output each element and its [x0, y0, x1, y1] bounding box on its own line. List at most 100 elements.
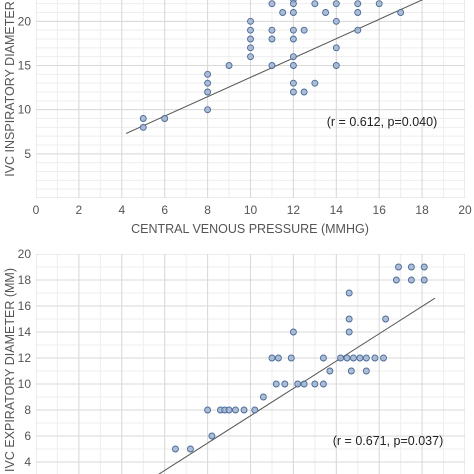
y-tick-label: 15 [18, 59, 32, 73]
scatter-point [382, 315, 390, 323]
y-tick-label: 10 [18, 377, 32, 391]
scatter-point [204, 79, 212, 87]
y-tick-label: 5 [24, 147, 31, 161]
scatter-point [319, 354, 327, 362]
scatter-point [289, 53, 297, 61]
scatter-point [397, 9, 405, 16]
scatter-point [395, 263, 402, 271]
correlation-annotation-expiratory: (r = 0.671, p=0.037) [333, 434, 444, 448]
scatter-point [272, 380, 280, 388]
scatter-point [281, 380, 289, 388]
scatter-point [332, 17, 340, 25]
scatter-point [251, 406, 259, 414]
scatter-point [311, 79, 319, 87]
scatter-point [225, 406, 233, 414]
y-tick-label: 6 [24, 429, 31, 443]
scatter-point [259, 393, 267, 401]
scatter-point [247, 44, 254, 52]
scatter-point [139, 123, 147, 131]
scatter-point [300, 88, 308, 96]
scatter-point [362, 367, 370, 375]
scatter-point [289, 328, 297, 336]
y-tick-label: 16 [18, 299, 32, 313]
y-tick-label: 10 [18, 103, 32, 117]
x-tick-label: 2 [76, 203, 83, 217]
scatter-point [232, 406, 239, 414]
plot-area [36, 254, 465, 474]
x-tick-label: 20 [458, 203, 472, 217]
scatter-point [371, 354, 379, 362]
scatter-point [247, 35, 254, 43]
y-tick-label: 20 [18, 247, 32, 261]
trend-line [125, 0, 424, 134]
y-tick-label: 20 [18, 14, 32, 28]
scatter-point [289, 9, 297, 16]
scatter-point [345, 289, 353, 297]
y-tick-label: 8 [24, 403, 31, 417]
scatter-point [380, 354, 387, 362]
scatter-point [289, 35, 297, 43]
scatter-point [287, 354, 295, 362]
scatter-point [311, 380, 319, 388]
y-axis-label-inspiratory: IVC INSPIRATORY DIAMETER [3, 1, 17, 177]
scatter-point [268, 35, 276, 43]
scatter-point [332, 44, 340, 52]
scatter-point [289, 88, 297, 96]
x-tick-label: 8 [204, 203, 211, 217]
x-tick-label: 18 [415, 203, 429, 217]
scatter-point [354, 0, 362, 8]
scatter-point [345, 315, 353, 323]
scatter-point [420, 263, 428, 271]
scatter-point [268, 354, 276, 362]
scatter-point [343, 354, 351, 362]
scatter-point [362, 354, 370, 362]
scatter-point [407, 263, 415, 271]
scatter-point [392, 276, 400, 284]
scatter-point [354, 26, 362, 34]
scatter-point [420, 276, 428, 284]
scatter-point [204, 106, 212, 114]
scatter-point [204, 70, 212, 78]
scatter-point [247, 53, 254, 61]
x-tick-label: 0 [33, 203, 40, 217]
chart-inspiratory: 5 10 15 20 0 2 4 6 8 10 12 14 16 18 20 [18, 0, 472, 217]
scatter-point [300, 380, 308, 388]
y-tick-label: 4 [24, 455, 31, 469]
scatter-point [240, 406, 248, 414]
scatter-point [294, 380, 302, 388]
x-axis-label-cvp: CENTRAL VENOUS PRESSURE (MMHG) [131, 222, 369, 236]
scatter-point [311, 0, 319, 8]
scatter-point [204, 406, 212, 414]
scatter-point [208, 432, 216, 440]
correlation-annotation-inspiratory: (r = 0.612, p=0.040) [327, 115, 438, 129]
scatter-point [247, 26, 254, 34]
x-tick-label: 16 [373, 203, 387, 217]
scatter-point [289, 62, 297, 69]
x-tick-label: 14 [330, 203, 344, 217]
scatter-point [268, 62, 276, 69]
scatter-point [375, 0, 383, 8]
y-tick-label: 12 [18, 351, 32, 365]
scatter-point [279, 9, 287, 16]
scatter-point [289, 0, 297, 8]
scatter-point [225, 62, 233, 69]
scatter-point [356, 354, 364, 362]
scatter-point [289, 26, 297, 34]
scatter-point [300, 26, 308, 34]
scatter-point [247, 17, 254, 25]
scatter-point [332, 0, 340, 8]
x-tick-label: 4 [118, 203, 125, 217]
scatter-point [268, 26, 276, 34]
scatter-point [326, 367, 334, 375]
scatter-point [407, 276, 415, 284]
scatter-point [268, 0, 276, 8]
y-tick-label: 14 [18, 325, 32, 339]
x-tick-label: 12 [287, 203, 301, 217]
scatter-point [274, 354, 282, 362]
scatter-point [139, 115, 147, 122]
scatter-point [347, 367, 355, 375]
x-tick-label: 6 [161, 203, 168, 217]
y-axis-label-expiratory: IVC EXPIRATORY DIAMETER (MM) [3, 268, 17, 472]
scatter-point [354, 9, 362, 16]
